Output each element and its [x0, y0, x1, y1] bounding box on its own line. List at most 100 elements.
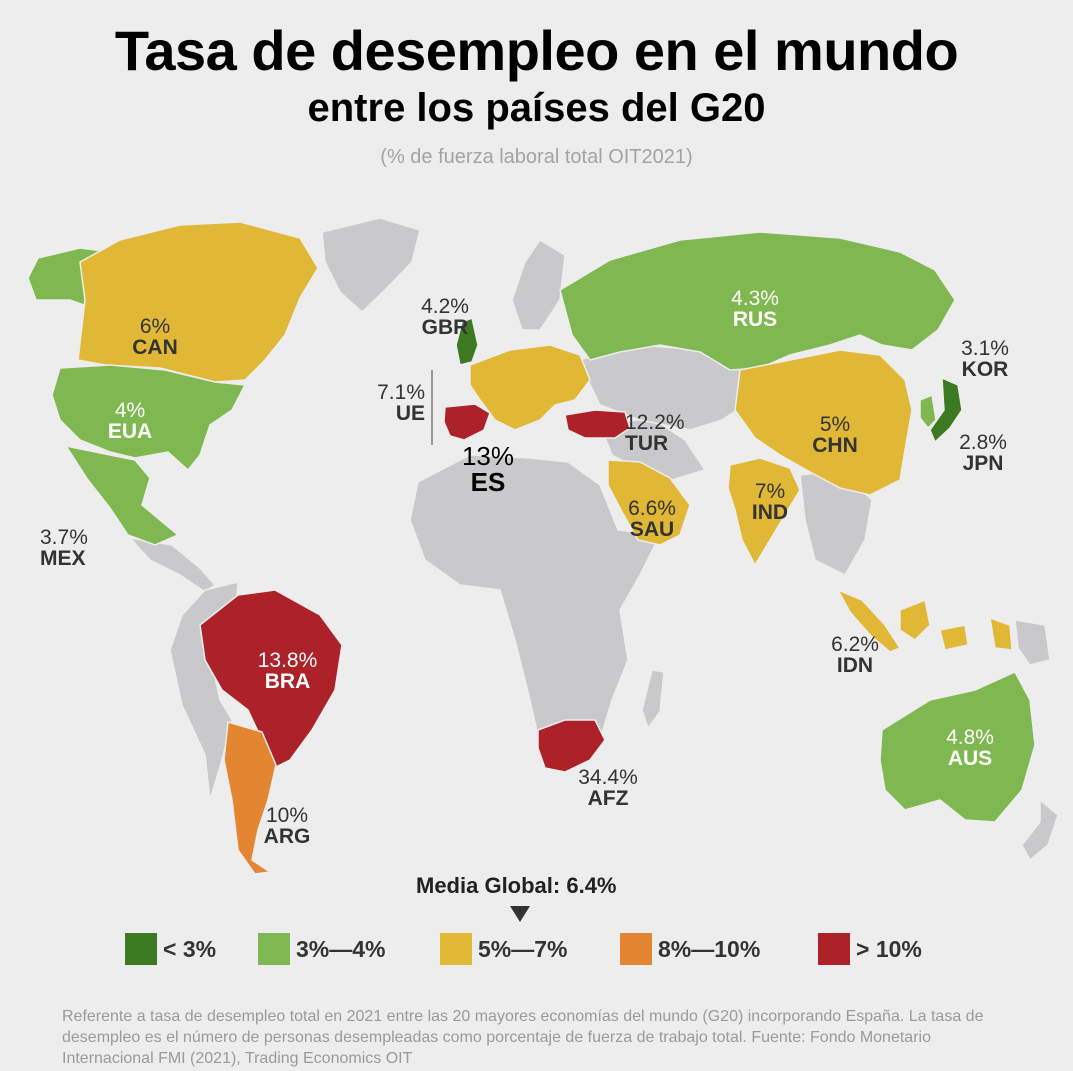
greenland-shape [321, 217, 421, 314]
map-title: Tasa de desempleo en el mundo [114, 19, 959, 82]
label-ind: 7% IND [735, 481, 805, 523]
global-average-arrow-icon [510, 906, 530, 922]
argentina-shape [223, 721, 277, 875]
eu-shape [469, 344, 591, 431]
uk-shape [455, 316, 479, 366]
legend-swatch [620, 933, 652, 965]
label-chn: 5% CHN [795, 414, 875, 456]
scandinavia-shape [511, 238, 566, 331]
russia-shape [559, 231, 956, 371]
eua-code: EUA [107, 420, 153, 443]
bra-code: BRA [264, 670, 311, 693]
china-shape [734, 349, 913, 496]
australia-shape [879, 671, 1036, 823]
ind-pct: 7% [754, 480, 786, 503]
legend-label: 3%—4% [296, 935, 386, 962]
turkey-shape [564, 409, 631, 439]
ind-code: IND [751, 501, 789, 524]
map-subtitle: entre los países del G20 [307, 86, 766, 130]
label-rus: 4.3% RUS [710, 288, 800, 330]
spain-shape [443, 403, 491, 441]
label-tur: 12.2% TUR [625, 412, 705, 454]
gbr-pct: 4.2% [421, 295, 469, 318]
japan-shape [929, 376, 963, 444]
canada-shape [77, 221, 319, 383]
legend-swatch [818, 933, 850, 965]
legend-label: 5%—7% [478, 935, 568, 962]
label-kor: 3.1% KOR [950, 338, 1020, 380]
central-america-shape [127, 536, 217, 593]
kor-code: KOR [961, 358, 1009, 381]
kor-pct: 3.1% [961, 337, 1009, 360]
label-jpn: 2.8% JPN [948, 432, 1018, 474]
saudi-arabia-shape [607, 459, 691, 546]
indonesia-east-shape [899, 598, 1013, 651]
south-africa-shape [537, 719, 606, 773]
idn-pct: 6.2% [831, 633, 879, 656]
units-note: (% de fuerza laboral total OIT2021) [380, 146, 693, 168]
png-shape [1014, 619, 1051, 666]
bra-pct: 13.8% [257, 649, 318, 672]
jpn-pct: 2.8% [959, 431, 1007, 454]
jpn-code: JPN [962, 452, 1004, 475]
afz-pct: 34.4% [578, 766, 638, 789]
usa-shape [51, 364, 247, 472]
aus-code: AUS [947, 747, 993, 770]
legend-item-8-10: 8%—10% [620, 932, 760, 966]
legend-label: < 3% [163, 935, 217, 962]
legend-swatch [258, 933, 290, 965]
mex-pct: 3.7% [40, 526, 88, 549]
label-can: 6% CAN [110, 316, 200, 358]
can-pct: 6% [139, 315, 171, 338]
brazil-shape [199, 589, 343, 772]
legend-label: > 10% [856, 935, 922, 962]
legend-label: 8%—10% [658, 935, 761, 962]
label-es: 13% ES [448, 443, 528, 495]
legend-item-lt3: < 3% [125, 932, 216, 966]
mexico-shape [64, 444, 180, 546]
tur-code: TUR [625, 432, 669, 455]
label-arg: 10% ARG [252, 805, 322, 847]
ue-pct: 7.1% [377, 381, 425, 404]
idn-code: IDN [836, 654, 874, 677]
label-sau: 6.6% SAU [612, 498, 692, 540]
tur-pct: 12.2% [625, 411, 685, 434]
label-gbr: 4.2% GBR [410, 296, 480, 338]
g20-countries [27, 221, 1036, 875]
global-average-label: Media Global: 6.4% [416, 873, 617, 898]
sau-code: SAU [629, 518, 675, 541]
label-mex: 3.7% MEX [40, 527, 110, 569]
es-code: ES [470, 467, 506, 497]
rus-pct: 4.3% [731, 287, 779, 310]
eua-pct: 4% [114, 399, 146, 422]
new-zealand-shape [1021, 798, 1059, 862]
footnote: Referente a tasa de desempleo total en 2… [62, 1008, 984, 1067]
gbr-code: GBR [421, 316, 469, 339]
chn-code: CHN [812, 434, 858, 457]
mex-code: MEX [40, 547, 86, 570]
label-bra: 13.8% BRA [240, 650, 335, 692]
legend-item-gt10: > 10% [818, 932, 922, 966]
label-aus: 4.8% AUS [930, 727, 1010, 769]
label-idn: 6.2% IDN [815, 634, 895, 676]
arg-code: ARG [263, 825, 311, 848]
arg-pct: 10% [265, 804, 309, 827]
rus-code: RUS [732, 308, 778, 331]
sau-pct: 6.6% [628, 497, 676, 520]
label-afz: 34.4% AFZ [568, 767, 648, 809]
can-code: CAN [132, 336, 178, 359]
indonesia-west-shape [836, 588, 902, 653]
africa-shape [409, 454, 662, 772]
es-pct: 13% [461, 441, 515, 471]
legend-swatch [125, 933, 157, 965]
label-eua: 4% EUA [85, 400, 175, 442]
chn-pct: 5% [819, 413, 851, 436]
legend-item-3-4: 3%—4% [258, 932, 385, 966]
afz-code: AFZ [587, 787, 629, 810]
india-shape [727, 457, 801, 567]
legend-swatch [440, 933, 472, 965]
legend-item-5-7: 5%—7% [440, 932, 567, 966]
aus-pct: 4.8% [946, 726, 994, 749]
label-ue: 7.1% UE [360, 382, 425, 424]
